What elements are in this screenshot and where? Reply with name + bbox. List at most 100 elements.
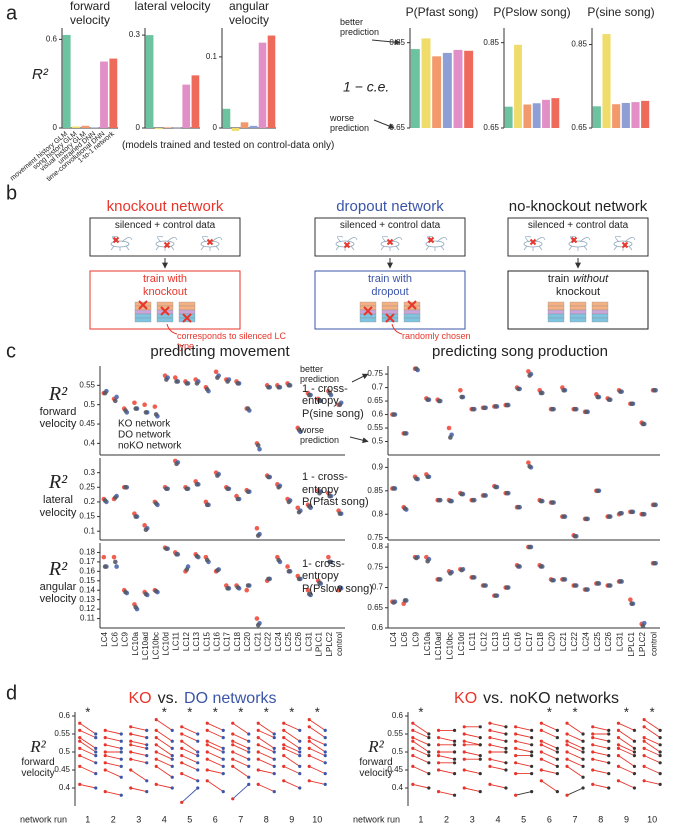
fly-icon [380, 235, 403, 251]
data-point [642, 736, 646, 740]
train-label: train with knockout [95, 273, 235, 298]
data-point [514, 739, 518, 743]
data-point [142, 402, 147, 407]
pair-line [258, 783, 275, 793]
data-point [154, 728, 158, 733]
data-point [247, 732, 251, 736]
data-point [561, 514, 566, 519]
data-point [119, 793, 123, 797]
data-point [427, 754, 431, 758]
y-axis-label-line: 1 - cross- [302, 471, 348, 483]
pair-line [308, 726, 326, 738]
layer-block [591, 309, 609, 315]
y-tick-label: 0.2 [84, 497, 96, 506]
x-tick-label: 5 [521, 814, 526, 824]
bar [542, 99, 550, 128]
data-point [591, 736, 595, 740]
data-point [565, 739, 569, 743]
data-point [595, 581, 600, 586]
data-point [504, 732, 508, 736]
data-point [78, 721, 82, 725]
data-point [244, 587, 250, 593]
pair-line [489, 744, 507, 749]
y-axis-label-line: P(sine song) [302, 407, 364, 420]
fly-icon [200, 235, 223, 251]
data-point [78, 754, 82, 758]
data-point [196, 754, 200, 758]
x-tick-label: LC15 [502, 631, 511, 651]
data-point [462, 750, 466, 754]
data-point [565, 732, 569, 736]
y-tick-label: 0.1 [206, 52, 218, 61]
data-point [658, 736, 662, 740]
x-axis-label: network run [353, 814, 400, 824]
layer-block [591, 317, 609, 323]
bar [62, 34, 71, 129]
x-tick-label: LC26 [604, 631, 613, 651]
x-mark [163, 241, 171, 249]
data-point [618, 579, 623, 584]
data-point [170, 739, 174, 743]
data-point [231, 797, 235, 801]
pair-line [412, 755, 430, 764]
annotation: randomly chosen [402, 331, 471, 341]
fly-icon [613, 235, 636, 251]
data-point [530, 772, 534, 776]
pair-line [566, 758, 584, 767]
data-point [94, 772, 98, 776]
data-point [561, 577, 566, 582]
x-tick-label: LPLC2 [638, 631, 647, 656]
y-tick-label: 0.75 [367, 369, 383, 378]
y-tick-label: 0.4 [59, 783, 71, 792]
data-point [129, 732, 133, 736]
pair-line [79, 729, 96, 739]
x-tick-label: LC10ad [434, 632, 443, 660]
data-point [436, 754, 441, 758]
data-point [272, 757, 276, 761]
x-tick-label: LC10a [423, 631, 432, 655]
data-point [538, 390, 544, 396]
pair-line [643, 719, 661, 731]
y-axis-label: R² forward velocity [22, 383, 94, 431]
pair-line [181, 762, 198, 771]
data-point [231, 732, 235, 736]
data-point [196, 732, 200, 736]
data-point [470, 575, 476, 580]
data-point [205, 721, 209, 725]
data-point [642, 779, 646, 783]
pair-line [643, 737, 661, 746]
y-tick-label: 0.65 [571, 123, 587, 132]
pair-line [156, 758, 173, 767]
data-point [113, 398, 118, 404]
data-point [514, 772, 518, 776]
data-point [180, 732, 184, 736]
panel-label: b [6, 182, 17, 204]
data-point [235, 381, 241, 386]
data-point [154, 764, 158, 769]
fly-icon [110, 235, 133, 251]
data-point [488, 736, 492, 740]
bar [641, 100, 650, 128]
data-point [317, 580, 322, 585]
data-point [629, 601, 634, 607]
x-tick-label: LC25 [593, 631, 602, 651]
pair-line [308, 740, 326, 753]
data-point [459, 491, 464, 497]
y-tick-label: 0.8 [372, 509, 384, 518]
data-point [129, 757, 133, 761]
pair-line [566, 751, 584, 760]
data-point [143, 591, 149, 597]
y-axis-label: 1 - cross-entropy P(sine song) [302, 383, 374, 421]
bar [240, 122, 249, 128]
data-point [516, 504, 521, 510]
pair-line [232, 740, 249, 749]
data-point [296, 427, 302, 433]
y-tick-label: 0.5 [59, 747, 71, 756]
x-tick-label: LC16 [213, 631, 222, 651]
data-point [266, 474, 271, 480]
y-axis-label: 1 - cross-entropy P(Pfast song) [302, 471, 374, 509]
data-point [565, 743, 569, 747]
pair-line [130, 733, 147, 739]
data-point [595, 488, 600, 494]
annotation: better prediction [340, 17, 380, 38]
